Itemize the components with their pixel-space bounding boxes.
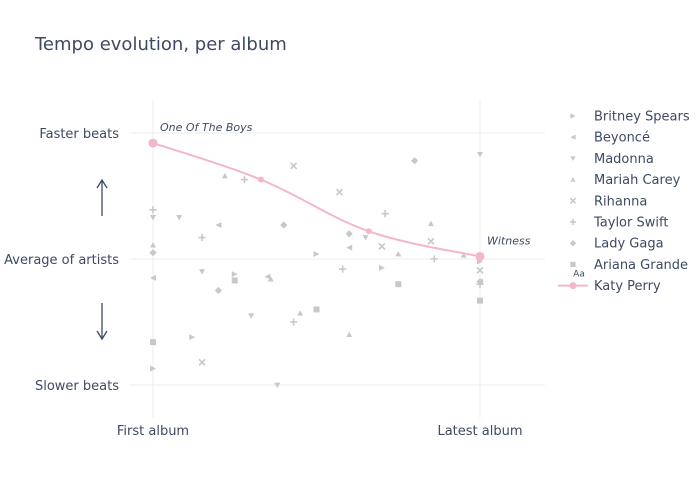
legend-item-beyonce[interactable]: Beyoncé [570, 131, 650, 146]
point-taylor-swift-6 [430, 255, 438, 263]
point-beyonce-0 [150, 274, 156, 281]
point-madonna-3 [248, 313, 255, 319]
point-britney-spears-4 [378, 264, 385, 271]
legend-label-beyonce: Beyoncé [594, 131, 650, 146]
y-tick-average: Average of artists [4, 253, 119, 268]
point-madonna-6 [477, 152, 483, 158]
point-britney-spears-0 [150, 365, 156, 372]
point-taylor-swift-0 [149, 206, 157, 214]
legend: Britney Spears Beyoncé Madonna Mariah Carey… [558, 110, 690, 295]
legend-symbol-madonna [570, 156, 576, 161]
background-series [149, 152, 484, 388]
point-beyonce-3 [346, 244, 353, 251]
x-tick-first: First album [117, 424, 189, 439]
point-taylor-swift-2 [240, 176, 249, 184]
chart-title: Tempo evolution, per album [34, 34, 287, 55]
annotations: One Of The Boys Witness [160, 121, 531, 247]
point-ariana-grande-0 [150, 339, 156, 346]
arrow-down-icon [96, 303, 108, 341]
legend-symbol-lady-gaga [569, 240, 577, 247]
point-mariah-carey-7 [460, 252, 467, 258]
point-ariana-grande-1 [231, 277, 238, 284]
highlight-series [148, 138, 485, 261]
annotation-1: Witness [487, 234, 531, 247]
point-britney-spears-2 [231, 271, 238, 278]
legend-label-rihanna: Rihanna [594, 194, 647, 209]
point-taylor-swift-3 [290, 318, 298, 326]
arrow-up-icon [96, 178, 108, 216]
legend-item-mariah-carey[interactable]: Mariah Carey [570, 173, 681, 188]
point-ariana-grande-3 [395, 281, 402, 288]
legend-item-britney-spears[interactable]: Britney Spears [570, 110, 690, 125]
point-madonna-0 [150, 215, 156, 221]
legend-item-ariana-grande[interactable]: Ariana Grande [570, 258, 688, 273]
point-rihanna-0 [198, 358, 206, 366]
point-taylor-swift-5 [381, 210, 389, 218]
point-rihanna-4 [427, 237, 435, 245]
point-rihanna-1 [290, 162, 298, 170]
point-katy-perry-3 [475, 251, 485, 261]
legend-label-britney-spears: Britney Spears [594, 110, 690, 125]
point-katy-perry-0 [148, 138, 158, 148]
point-madonna-1 [176, 215, 183, 221]
point-madonna-5 [362, 235, 369, 241]
point-rihanna-3 [378, 242, 386, 250]
legend-item-lady-gaga[interactable]: Lady Gaga [569, 237, 664, 252]
point-katy-perry-2 [365, 228, 372, 235]
point-lady-gaga-2 [280, 221, 288, 229]
legend-symbol-beyonce [570, 134, 576, 140]
point-britney-spears-1 [189, 334, 196, 341]
legend-symbol-katy-perry [569, 282, 577, 290]
point-lady-gaga-1 [214, 286, 222, 295]
annotation-0: One Of The Boys [160, 121, 253, 134]
point-katy-perry-1 [257, 176, 264, 183]
point-lady-gaga-3 [345, 230, 353, 238]
y-tick-faster: Faster beats [39, 127, 119, 142]
point-lady-gaga-5 [476, 278, 484, 286]
legend-symbol-mariah-carey [570, 177, 576, 182]
legend-label-taylor-swift: Taylor Swift [593, 216, 668, 231]
point-mariah-carey-2 [267, 276, 274, 282]
legend-label-ariana-grande: Ariana Grande [594, 258, 688, 273]
series-line-katy-perry [152, 142, 481, 258]
legend-label-lady-gaga: Lady Gaga [594, 237, 664, 252]
x-tick-latest: Latest album [437, 424, 522, 439]
legend-aa-glyph: Aa [573, 270, 585, 280]
point-madonna-2 [199, 269, 206, 275]
point-beyonce-1 [215, 221, 222, 228]
legend-label-madonna: Madonna [594, 152, 654, 167]
point-rihanna-5 [476, 266, 484, 274]
point-taylor-swift-4 [339, 265, 347, 273]
point-taylor-swift-1 [198, 233, 206, 242]
point-mariah-carey-0 [150, 242, 156, 248]
point-mariah-carey-1 [221, 172, 228, 179]
point-mariah-carey-6 [427, 220, 434, 227]
point-beyonce-2 [264, 273, 271, 280]
legend-item-katy-perry[interactable]: Aa Katy Perry [558, 270, 661, 295]
legend-item-taylor-swift[interactable]: Taylor Swift [569, 216, 669, 231]
point-mariah-carey-5 [395, 250, 402, 257]
legend-symbol-rihanna [569, 197, 577, 204]
point-ariana-grande-4 [477, 297, 483, 304]
legend-symbol-britney-spears [570, 113, 576, 119]
legend-label-katy-perry: Katy Perry [594, 279, 661, 294]
point-britney-spears-3 [313, 250, 320, 257]
legend-item-madonna[interactable]: Madonna [570, 152, 654, 167]
legend-item-rihanna[interactable]: Rihanna [569, 194, 647, 209]
legend-symbol-taylor-swift [569, 218, 577, 226]
legend-label-mariah-carey: Mariah Carey [594, 173, 681, 188]
point-lady-gaga-4 [411, 157, 419, 165]
point-mariah-carey-3 [297, 310, 304, 316]
point-lady-gaga-0 [149, 249, 157, 257]
legend-symbol-ariana-grande [570, 261, 576, 267]
point-ariana-grande-2 [313, 306, 320, 313]
point-madonna-4 [274, 382, 281, 388]
point-rihanna-2 [335, 188, 343, 196]
y-tick-slower: Slower beats [35, 379, 119, 394]
point-mariah-carey-4 [346, 331, 353, 337]
